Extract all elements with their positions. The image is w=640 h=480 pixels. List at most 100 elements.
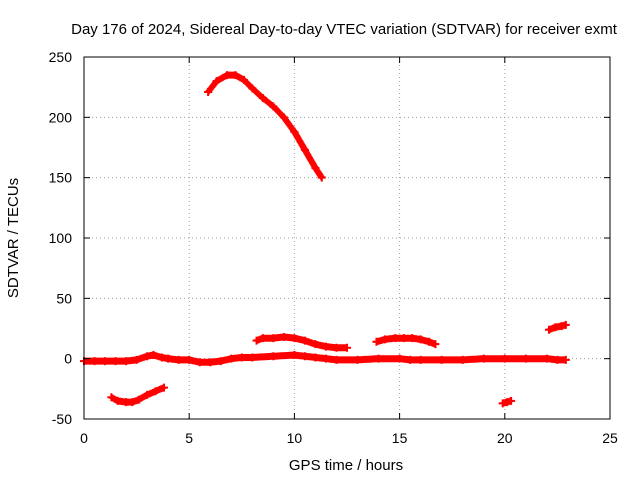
data-point (279, 113, 288, 122)
data-point (258, 334, 267, 343)
data-point (132, 355, 141, 364)
data-point (185, 355, 194, 364)
data-point (195, 358, 204, 367)
data-point (212, 77, 221, 86)
data-point (317, 173, 326, 182)
data-point (300, 145, 309, 154)
data-point (290, 127, 299, 136)
data-point (159, 383, 168, 392)
data-point (553, 355, 562, 364)
data-point (406, 355, 415, 364)
data-point (122, 357, 131, 366)
data-point (300, 336, 309, 345)
x-tick-label: 15 (392, 430, 408, 446)
data-point (395, 354, 404, 363)
x-tick-label: 20 (497, 430, 513, 446)
data-point (321, 342, 330, 351)
y-tick-label: 100 (49, 230, 73, 246)
x-tick-label: 25 (602, 430, 618, 446)
data-point (408, 334, 417, 343)
y-tick-label: 150 (49, 170, 73, 186)
data-point (239, 75, 248, 84)
data-point (544, 325, 553, 334)
series-track-high-arc (204, 71, 326, 182)
y-tick-label: 0 (64, 351, 72, 367)
series-track-short-20 (498, 396, 516, 408)
data-point (561, 320, 570, 329)
data-point (321, 354, 330, 363)
data-point (269, 102, 278, 111)
data-point (248, 353, 257, 362)
data-layer (80, 71, 570, 408)
data-point (107, 393, 116, 402)
data-point (332, 343, 341, 352)
data-point (425, 337, 434, 346)
data-point (332, 355, 341, 364)
data-point (113, 396, 122, 405)
chart-title: Day 176 of 2024, Sidereal Day-to-day VTE… (71, 21, 618, 38)
data-point (269, 334, 278, 343)
data-point (372, 337, 381, 346)
data-point (391, 334, 400, 343)
data-point (502, 398, 511, 407)
series-track-bump-8-12 (252, 332, 351, 352)
data-point (227, 354, 236, 363)
data-point (216, 357, 225, 366)
data-point (431, 340, 440, 349)
data-point (149, 351, 158, 360)
data-point (458, 355, 467, 364)
data-point (311, 340, 320, 349)
x-tick-label: 10 (287, 430, 303, 446)
data-point (111, 357, 120, 366)
data-point (258, 94, 267, 103)
series-track-baseline-0 (80, 351, 570, 367)
data-point (223, 71, 232, 80)
data-point (101, 357, 110, 366)
data-point (353, 355, 362, 364)
x-axis-label: GPS time / hours (289, 457, 403, 474)
data-point (311, 164, 320, 173)
data-point (128, 398, 137, 407)
data-point (151, 387, 160, 396)
data-point (380, 335, 389, 344)
data-point (374, 354, 383, 363)
data-point (557, 322, 566, 331)
data-point (479, 354, 488, 363)
y-tick-label: 250 (49, 49, 73, 65)
data-point (399, 334, 408, 343)
data-point (290, 351, 299, 360)
data-point (174, 355, 183, 364)
series-markers (204, 71, 326, 182)
data-point (231, 71, 240, 80)
series-track-short-22 (544, 320, 570, 334)
series-track-negative-dip (107, 383, 168, 407)
y-axis-label: SDTVAR / TECUs (5, 178, 22, 298)
y-tick-label: 200 (49, 109, 73, 125)
data-point (300, 352, 309, 361)
data-point (343, 343, 351, 352)
grid-lines (84, 57, 610, 419)
y-tick-label: -50 (52, 411, 72, 427)
data-point (252, 336, 261, 345)
data-point (521, 354, 530, 363)
data-point (507, 396, 516, 405)
data-point (311, 353, 320, 362)
data-point (290, 334, 299, 343)
series-track-bump-14-17 (372, 334, 440, 349)
plot-frame (83, 56, 611, 420)
data-point (542, 354, 551, 363)
data-point (416, 335, 425, 344)
x-tick-label: 0 (80, 430, 88, 446)
data-point (551, 323, 560, 332)
data-point (206, 358, 215, 367)
data-point (279, 332, 288, 341)
data-point (164, 354, 173, 363)
y-tick-label: 50 (56, 290, 72, 306)
data-point (416, 355, 425, 364)
data-point (157, 353, 166, 362)
axis-ticks: 0 5 10 15 20 25 -50 0 50 100 150 200 250 (49, 49, 618, 446)
x-tick-label: 5 (185, 430, 193, 446)
data-point (500, 354, 509, 363)
data-point (498, 399, 507, 408)
